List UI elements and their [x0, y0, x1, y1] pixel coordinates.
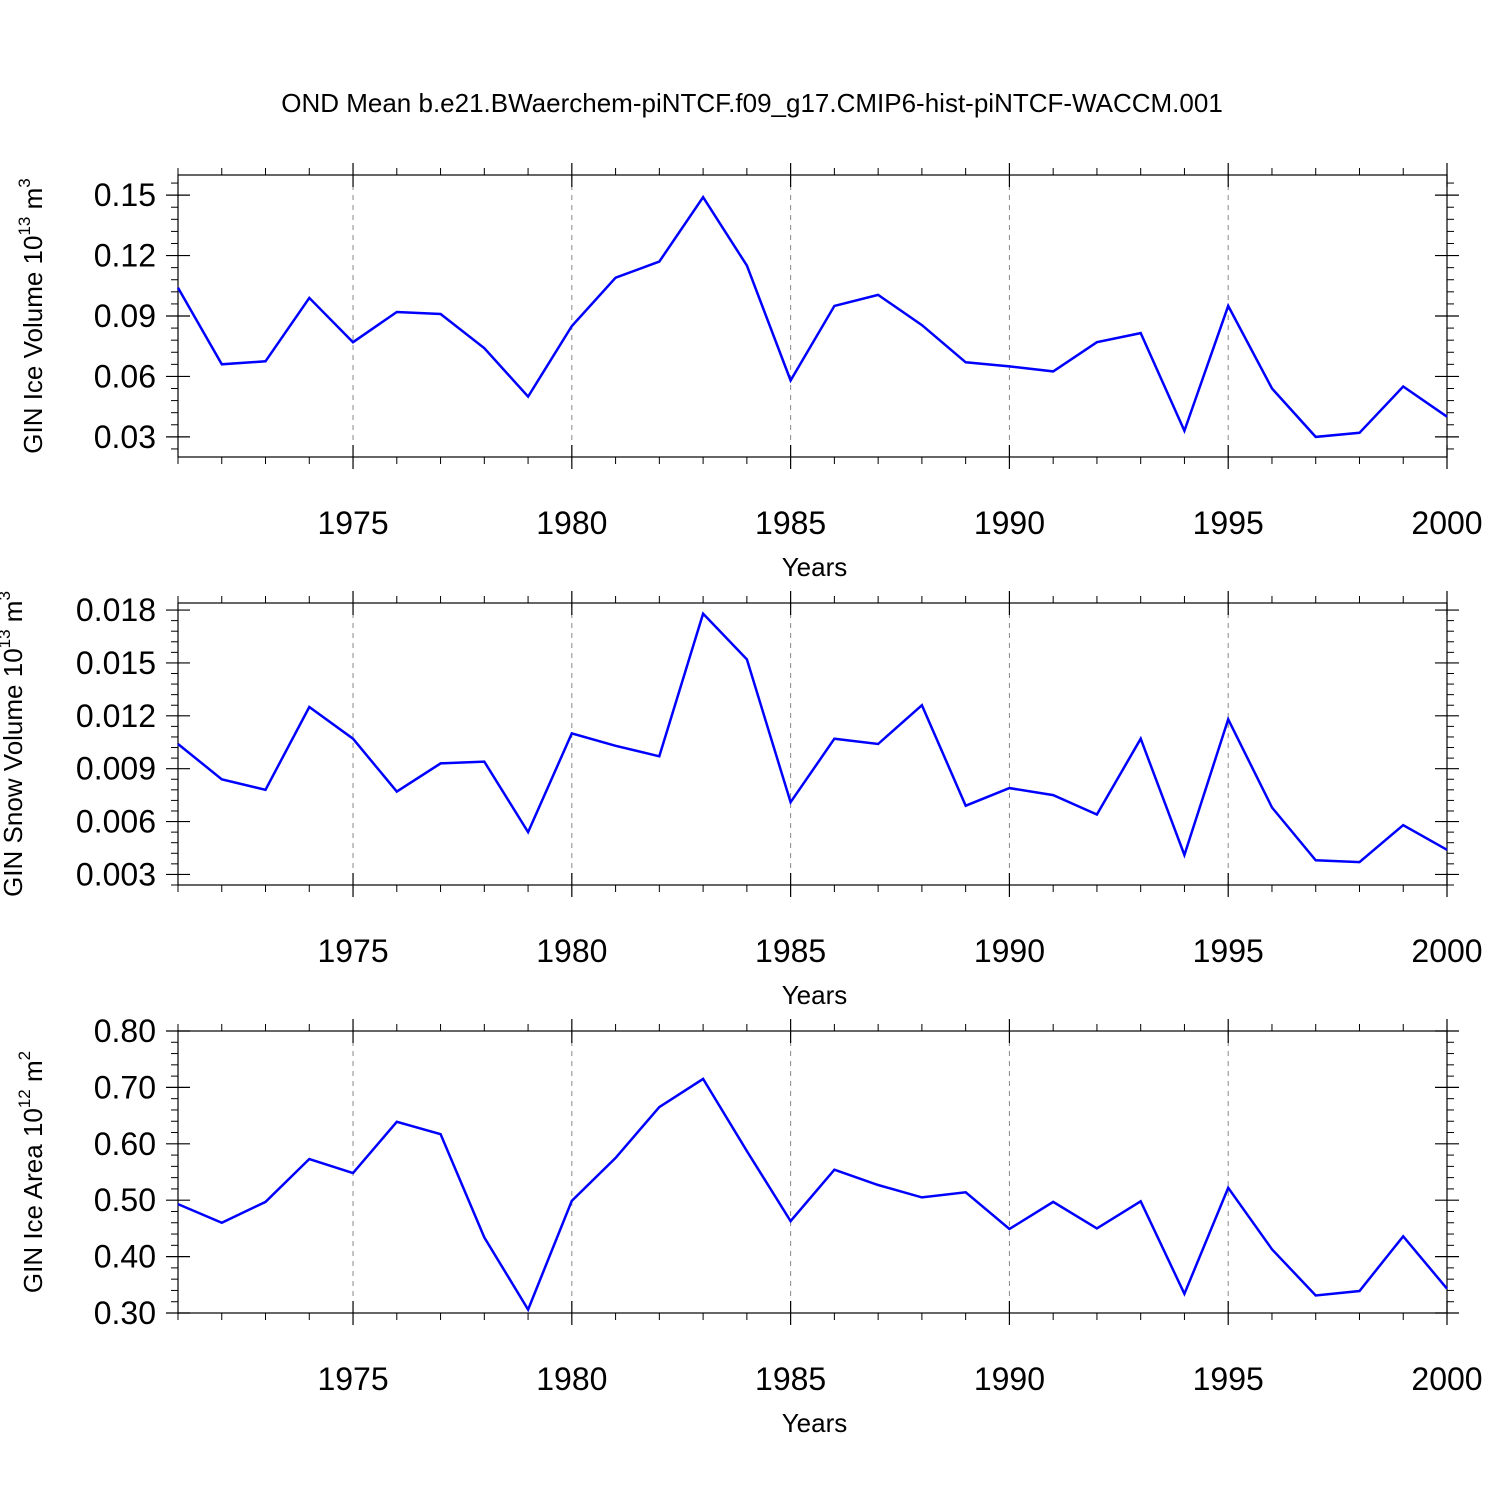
y-tick-label: 0.50	[94, 1182, 156, 1218]
panel-2: 1975 1980 1985 1990 1995 2000 0.003 0.006 0.009 0…	[0, 591, 1483, 1010]
x-tick-label: 1990	[974, 505, 1045, 541]
x-tick-label: 2000	[1411, 505, 1482, 541]
y-axis-label-exponent: 13	[15, 217, 34, 236]
x-tick-label: 1985	[755, 505, 826, 541]
y-axis-label-unit: m	[0, 601, 28, 630]
plot-frame	[177, 174, 1448, 458]
plot-frame	[177, 602, 1448, 886]
y-axis-label: GIN Ice Area 1012 m2	[15, 1051, 48, 1293]
x-tick-label: 1990	[974, 933, 1045, 969]
y-tick-label: 0.003	[76, 856, 156, 892]
y-axis-label-unit: m	[18, 188, 48, 217]
x-tick-label: 1975	[317, 1361, 388, 1397]
x-tick-label: 1980	[536, 505, 607, 541]
y-tick-label: 0.60	[94, 1126, 156, 1162]
x-tick-label: 1995	[1193, 1361, 1264, 1397]
x-tick-label: 1990	[974, 1361, 1045, 1397]
x-tick-label: 2000	[1411, 933, 1482, 969]
x-tick-label: 1985	[755, 1361, 826, 1397]
x-axis-label: Years	[782, 980, 848, 1010]
y-tick-label: 0.03	[94, 419, 156, 455]
y-axis-label-unit-exponent: 3	[15, 178, 34, 187]
y-tick-label: 0.009	[76, 751, 156, 787]
y-tick-label: 0.40	[94, 1239, 156, 1275]
y-axis-label-exponent: 12	[15, 1089, 34, 1108]
y-tick-label: 0.80	[94, 1013, 156, 1049]
y-tick-label: 0.006	[76, 804, 156, 840]
y-tick-label: 0.09	[94, 298, 156, 334]
series-line	[177, 1077, 1448, 1313]
y-axis-label-exponent: 13	[0, 629, 14, 648]
x-tick-label: 1980	[536, 933, 607, 969]
x-tick-label: 1975	[317, 933, 388, 969]
x-tick-label: 2000	[1411, 1361, 1482, 1397]
y-tick-label: 0.15	[94, 177, 156, 213]
x-tick-label: 1975	[317, 505, 388, 541]
y-axis-label: GIN Snow Volume 1013 m3	[0, 591, 28, 897]
y-tick-label: 0.012	[76, 698, 156, 734]
series-line	[176, 194, 1448, 439]
plot-frame	[177, 1030, 1448, 1314]
y-axis-label-main: GIN Ice Area 10	[18, 1108, 48, 1293]
x-tick-label: 1985	[755, 933, 826, 969]
y-axis-label-main: GIN Ice Volume 10	[18, 236, 48, 454]
panel-3: 1975 1980 1985 1990 1995 2000 0.30 0.40 0.50 0.60…	[15, 1013, 1483, 1438]
y-axis-label-unit-exponent: 3	[0, 591, 14, 600]
y-tick-label: 0.018	[76, 592, 156, 628]
y-tick-label: 0.12	[94, 238, 156, 274]
panels-container: 1975 1980 1985 1990 1995 2000 0.03 0.06 0.09 0.12…	[0, 163, 1483, 1438]
y-tick-label: 0.70	[94, 1069, 156, 1105]
panel-1: 1975 1980 1985 1990 1995 2000 0.03 0.06 0.09 0.12…	[15, 163, 1483, 582]
y-axis-label-unit-exponent: 2	[15, 1051, 34, 1060]
y-axis-label-main: GIN Snow Volume 10	[0, 648, 28, 897]
x-tick-label: 1980	[536, 1361, 607, 1397]
y-axis-label: GIN Ice Volume 1013 m3	[15, 178, 48, 454]
y-tick-label: 0.015	[76, 645, 156, 681]
x-tick-label: 1995	[1193, 505, 1264, 541]
x-axis-label: Years	[782, 1408, 848, 1438]
x-axis-label: Years	[782, 552, 848, 582]
y-tick-label: 0.30	[94, 1295, 156, 1331]
y-axis-label-unit: m	[18, 1060, 48, 1089]
x-tick-label: 1995	[1193, 933, 1264, 969]
chart-title: OND Mean b.e21.BWaerchem-piNTCF.f09_g17.…	[281, 88, 1223, 118]
y-tick-label: 0.06	[94, 358, 156, 394]
series-line	[177, 611, 1448, 864]
